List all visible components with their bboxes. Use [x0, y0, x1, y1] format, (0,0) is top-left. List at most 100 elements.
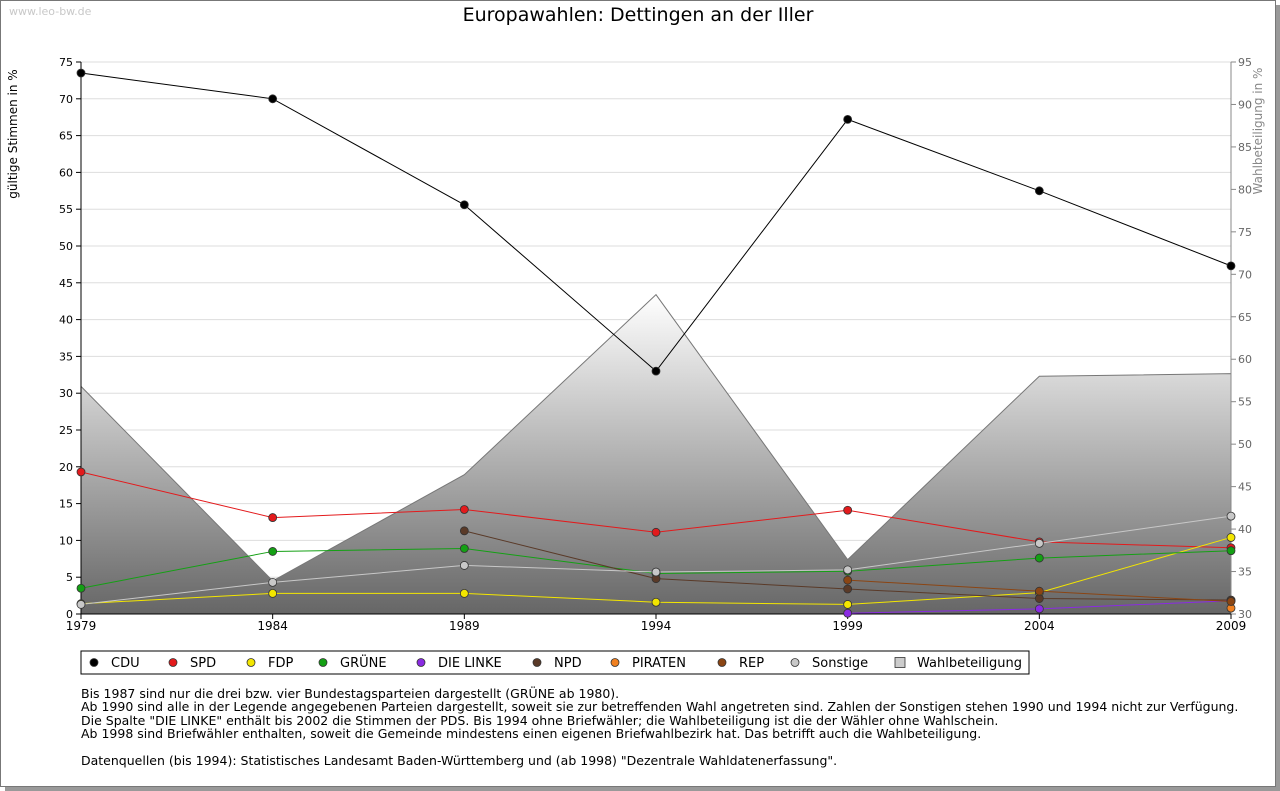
legend-label: Wahlbeteiligung: [917, 656, 1022, 671]
point-fdp: [843, 600, 853, 609]
y2-tick-label: 75: [1238, 226, 1252, 239]
point-gr-ne: [1226, 546, 1236, 556]
y-tick-label: 45: [59, 277, 73, 290]
point-cdu: [843, 115, 853, 124]
legend-label: Sonstige: [812, 656, 868, 671]
point-spd: [268, 513, 278, 522]
y-tick-label: 40: [59, 314, 73, 327]
legend-marker: [610, 658, 620, 667]
x-tick-label: 1984: [257, 619, 288, 633]
legend-marker: [89, 658, 99, 667]
y2-tick-label: 45: [1238, 481, 1252, 494]
y2-tick-label: 60: [1238, 353, 1252, 366]
y-tick-label: 60: [59, 166, 73, 179]
point-gr-ne: [459, 544, 469, 553]
area-wahlbeteiligung: [80, 293, 1232, 615]
x-tick-label: 1999: [832, 619, 863, 633]
y-tick-label: 55: [59, 203, 73, 216]
legend-label: GRÜNE: [340, 654, 387, 671]
point-gr-ne: [268, 547, 278, 556]
point-sonstige: [459, 561, 469, 570]
point-cdu: [268, 94, 278, 104]
point-sonstige: [1034, 538, 1044, 548]
point-fdp: [268, 588, 278, 598]
x-tick-label: 2004: [1024, 619, 1055, 633]
point-rep: [843, 575, 853, 585]
point-rep: [1226, 597, 1236, 606]
point-gr-ne: [1034, 553, 1044, 563]
point-fdp: [651, 597, 661, 607]
legend-box: [80, 650, 1030, 675]
point-npd: [843, 584, 853, 594]
y2-tick-label: 35: [1238, 566, 1252, 579]
legend-marker: [790, 658, 800, 667]
y-tick-label: 75: [59, 56, 73, 69]
legend-marker: [168, 658, 178, 667]
point-spd: [459, 505, 469, 514]
y-tick-label: 0: [66, 608, 73, 621]
note-line: Bis 1987 sind nur die drei bzw. vier Bun…: [81, 686, 620, 701]
y2-tick-label: 95: [1238, 56, 1252, 69]
point-npd: [459, 526, 469, 536]
x-tick-label: 1979: [66, 619, 97, 633]
y2-axis-label: Wahlbeteiligung in %: [1251, 68, 1265, 195]
note-line: Ab 1990 sind alle in der Legende angegeb…: [81, 699, 1239, 715]
point-spd: [76, 467, 86, 477]
point-npd: [1034, 594, 1044, 603]
watermark: www.leo-bw.de: [9, 5, 92, 18]
y2-tick-label: 55: [1238, 396, 1252, 409]
x-tick-label: 1994: [641, 619, 672, 633]
notes: Bis 1987 sind nur die drei bzw. vier Bun…: [81, 686, 1239, 769]
point-spd: [651, 527, 661, 537]
point-sonstige: [843, 565, 853, 575]
legend-label: FDP: [268, 656, 293, 671]
point-fdp: [1226, 533, 1236, 542]
point-cdu: [76, 68, 86, 78]
point-die-linke: [843, 608, 853, 618]
point-spd: [843, 505, 853, 515]
y-axis-label: gültige Stimmen in %: [6, 69, 20, 198]
point-die-linke: [1034, 604, 1044, 614]
point-sonstige: [651, 567, 661, 577]
point-cdu: [1226, 261, 1236, 271]
point-sonstige: [1226, 511, 1236, 521]
y2-tick-label: 85: [1238, 141, 1252, 154]
y2-tick-label: 70: [1238, 268, 1252, 281]
source-note: Datenquellen (bis 1994): Statistisches L…: [81, 753, 838, 769]
point-gr-ne: [76, 583, 86, 593]
legend-label: PIRATEN: [632, 656, 686, 671]
legend-label: REP: [739, 656, 764, 671]
note-line: Die Spalte "DIE LINKE" enthält bis 2002 …: [81, 712, 999, 728]
y2-tick-label: 65: [1238, 311, 1252, 324]
note-line: Ab 1998 sind Briefwähler enthalten, sowe…: [81, 726, 982, 742]
legend-marker: [717, 658, 727, 667]
point-sonstige: [76, 600, 86, 609]
legend-marker: [318, 658, 328, 667]
point-cdu: [459, 200, 469, 210]
legend-swatch-wahlbeteiligung: [894, 657, 906, 668]
point-sonstige: [268, 577, 278, 587]
y-tick-label: 35: [59, 350, 73, 363]
y-tick-label: 65: [59, 130, 73, 143]
y-tick-label: 10: [59, 534, 73, 547]
chart-title: Europawahlen: Dettingen an der Iller: [462, 4, 814, 26]
y-tick-label: 5: [66, 571, 73, 584]
y-tick-label: 30: [59, 387, 73, 400]
chart-svg: 0 5 10 15 20 25 30 35 40 45 50 55 60 65 70 75 30 35 40 45 50…: [6, 56, 1265, 675]
x-tick-label: 2009: [1216, 619, 1247, 633]
legend-label: NPD: [554, 656, 582, 671]
legend-label: SPD: [190, 656, 216, 671]
legend-label: CDU: [111, 656, 140, 671]
y2-tick-label: 50: [1238, 438, 1252, 451]
y2-tick-label: 30: [1238, 608, 1252, 621]
y-tick-label: 70: [59, 93, 73, 106]
point-cdu: [651, 366, 661, 376]
y-tick-label: 25: [59, 424, 73, 437]
y-tick-label: 15: [59, 498, 73, 511]
y-tick-label: 50: [59, 240, 73, 253]
legend-marker: [532, 658, 542, 667]
y2-tick-label: 90: [1238, 98, 1252, 111]
y2-tick-label: 80: [1238, 183, 1252, 196]
legend-marker: [416, 658, 426, 667]
